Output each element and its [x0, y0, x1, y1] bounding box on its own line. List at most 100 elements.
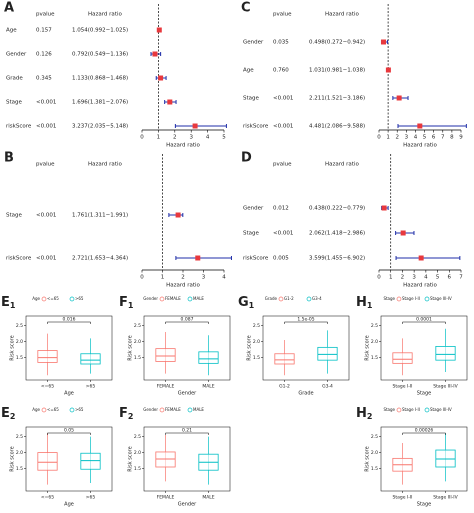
- row-name: riskScore: [243, 124, 269, 130]
- p-value: 0.0001: [416, 317, 432, 323]
- p-value: 0.21: [182, 428, 192, 434]
- x-tick-label: 8: [450, 135, 454, 141]
- y-tick-label: 1.5: [253, 355, 260, 361]
- hr-marker: [396, 95, 402, 101]
- significance-bracket: [47, 432, 91, 435]
- hr-label: 1.761(1.311−1.991): [72, 213, 128, 219]
- p-value: 0.345: [36, 76, 52, 82]
- y-tick-label: 2.5: [371, 434, 378, 440]
- x-tick-label: 6: [432, 135, 436, 141]
- p-value: 1.5e-05: [297, 317, 314, 323]
- row-name: Grade: [6, 76, 23, 82]
- panel-label: H1: [356, 295, 373, 310]
- x-tick-label: G1-2: [279, 384, 290, 390]
- row-name: Gender: [6, 52, 27, 58]
- plot-frame: [25, 426, 113, 492]
- box: [198, 351, 219, 364]
- p-value: <0.001: [273, 124, 293, 130]
- x-tick-label: >65: [86, 495, 96, 501]
- x-tick-label: 7: [459, 275, 463, 281]
- hr-label: 1.031(0.981−1.038): [309, 68, 365, 74]
- x-tick-label: 5: [436, 275, 440, 281]
- box: [274, 353, 295, 365]
- y-tick-label: 2.5: [16, 323, 23, 329]
- x-tick-label: >65: [86, 384, 96, 390]
- legend-swatch: [396, 296, 402, 302]
- x-tick-label: 0: [140, 275, 144, 281]
- legend-swatch: [41, 407, 47, 413]
- column-header: Hazard ratio: [325, 12, 359, 18]
- p-value: 0.005: [273, 256, 289, 262]
- plot-frame: [143, 426, 231, 492]
- hr-label: 1.054(0.992−1.025): [72, 28, 128, 34]
- x-axis-label: Gender: [178, 391, 197, 397]
- hr-marker: [418, 255, 424, 261]
- column-header: pvalue: [36, 12, 55, 18]
- x-tick-label: 4: [424, 275, 428, 281]
- x-tick-label: MALE: [202, 384, 214, 390]
- x-tick-label: 4: [206, 135, 210, 141]
- hr-marker: [192, 123, 198, 129]
- row-name: riskScore: [6, 256, 32, 262]
- p-value: <0.001: [273, 231, 293, 237]
- legend-title: Stage: [383, 407, 395, 412]
- x-tick-label: 3: [189, 135, 193, 141]
- significance-bracket: [47, 321, 91, 324]
- x-tick-label: 2: [173, 135, 177, 141]
- panel-label: A: [4, 1, 14, 16]
- panel-letter: H: [356, 406, 367, 421]
- legend-swatch: [159, 296, 165, 302]
- hr-marker: [158, 75, 164, 81]
- hr-label: 3.237(2.035−5.148): [72, 124, 128, 130]
- p-value: 0.087: [181, 317, 194, 323]
- x-tick-label: Stage III-IV: [433, 384, 458, 390]
- panel-subscript: 1: [249, 301, 255, 310]
- column-header: pvalue: [36, 162, 55, 168]
- x-tick-label: 5: [423, 135, 427, 141]
- hr-marker: [195, 255, 201, 261]
- p-value: <0.001: [36, 256, 56, 262]
- x-axis-label: Stage: [417, 502, 431, 508]
- x-axis-label: Hazard ratio: [403, 283, 437, 289]
- significance-bracket: [402, 432, 446, 435]
- x-tick-label: 3: [412, 275, 416, 281]
- y-tick-label: 2.5: [134, 434, 141, 440]
- panel-label: C: [241, 1, 251, 16]
- column-header: Hazard ratio: [88, 162, 122, 168]
- x-axis-label: Hazard ratio: [166, 143, 200, 149]
- x-tick-label: 1: [386, 135, 390, 141]
- legend-label: Stage I-II: [402, 407, 420, 412]
- x-tick-label: 1: [161, 275, 165, 281]
- panel-label: B: [4, 151, 14, 166]
- y-tick-label: 2.5: [16, 434, 23, 440]
- row-name: Age: [6, 28, 17, 34]
- x-tick-label: 0: [377, 135, 381, 141]
- p-value: 0.035: [273, 40, 289, 46]
- row-name: Age: [243, 68, 254, 74]
- panel-label: F1: [119, 295, 134, 310]
- y-tick-label: 2.0: [371, 450, 378, 456]
- row-name: riskScore: [243, 256, 269, 262]
- plot-frame: [380, 426, 468, 492]
- p-value: 0.05: [64, 428, 74, 434]
- x-axis-label: Age: [64, 391, 74, 397]
- plot-frame: [143, 315, 231, 381]
- x-tick-label: 1: [389, 275, 393, 281]
- legend-swatch: [424, 296, 430, 302]
- hr-marker: [381, 205, 387, 211]
- significance-bracket: [165, 432, 209, 435]
- legend-swatch: [187, 407, 193, 413]
- panel-letter: G: [238, 295, 249, 310]
- p-value: 0.157: [36, 28, 52, 34]
- x-tick-label: 4: [414, 135, 418, 141]
- x-tick-label: MALE: [202, 495, 214, 501]
- legend-label: FEMALE: [165, 296, 181, 301]
- panel-letter: E: [1, 295, 10, 310]
- x-tick-label: 7: [441, 135, 445, 141]
- plot-frame: [262, 315, 350, 381]
- legend-label: >65: [75, 296, 84, 301]
- significance-bracket: [165, 321, 209, 324]
- legend-label: G3-4: [312, 296, 322, 301]
- y-tick-label: 1.5: [16, 466, 23, 472]
- y-tick-label: 2.0: [16, 450, 23, 456]
